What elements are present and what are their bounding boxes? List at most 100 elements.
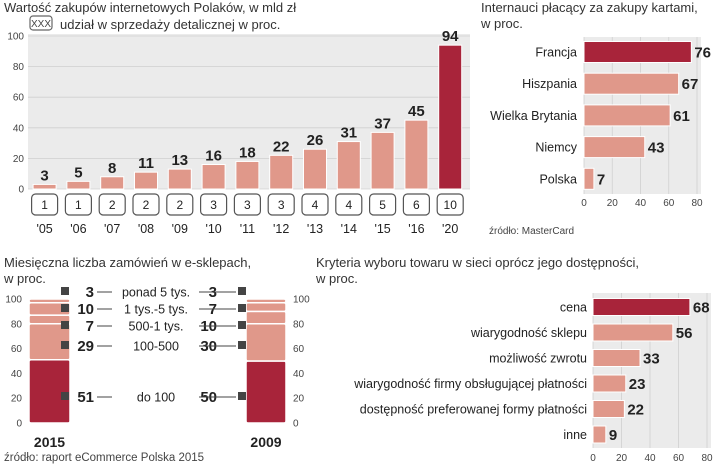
chart3-marker <box>238 392 246 400</box>
chart2-category-label: Hiszpania <box>522 77 577 91</box>
chart1-share-label: 2 <box>143 198 150 212</box>
chart1-share-box <box>301 193 329 216</box>
chart2-bar <box>583 136 646 159</box>
chart1-x-tick: '10 <box>205 222 221 236</box>
chart4-category-label: wiarygodność firmy obsługującej płatnośc… <box>353 377 587 391</box>
chart3-marker <box>61 392 69 400</box>
chart1-value-label: 13 <box>171 152 188 169</box>
chart1-legend-box-label: XXX <box>31 19 51 30</box>
chart1-y-tick: 100 <box>7 32 24 43</box>
chart2-x-tick: 80 <box>691 198 703 209</box>
chart3-y-tick: 20 <box>11 394 23 405</box>
chart3-y-tick: 20 <box>293 394 305 405</box>
chart1-share-box <box>436 193 464 216</box>
chart1-x-tick: '11 <box>240 222 255 236</box>
chart4-bar <box>592 374 627 393</box>
chart3-segment <box>245 301 287 313</box>
chart-monthly-orders: Miesięczna liczba zamówień w e-sklepach,… <box>3 255 310 464</box>
chart1-y-tick: 40 <box>13 123 25 134</box>
chart4-x-tick: 20 <box>616 453 628 464</box>
chart1-share-box <box>402 193 430 216</box>
chart1-value-label: 18 <box>239 144 256 161</box>
chart3-y-tick: 100 <box>5 295 22 306</box>
chart3-segment <box>28 359 71 424</box>
chart1-share-label: 6 <box>413 198 420 212</box>
chart1-y-tick: 80 <box>13 62 25 73</box>
chart3-segment <box>28 298 71 304</box>
chart1-share-box <box>132 193 160 216</box>
chart3-title-line1: Miesięczna liczba zamówień w e-sklepach, <box>4 255 251 270</box>
chart2-x-tick: 60 <box>663 198 675 209</box>
chart1-share-label: 2 <box>109 198 116 212</box>
chart1-legend-text: udział w sprzedaży detalicznej w proc. <box>60 17 280 32</box>
chart2-value-label: 76 <box>694 45 711 62</box>
chart3-value-left: 7 <box>86 318 94 335</box>
chart-card-payments: Internauci płacący za zakupy kartami, w … <box>480 0 711 237</box>
chart3-y-tick: 0 <box>293 419 299 430</box>
chart1-share-label: 3 <box>244 198 251 212</box>
chart1-x-tick: '15 <box>374 222 390 236</box>
chart1-share-label: 1 <box>41 198 48 212</box>
chart3-y-tick: 0 <box>16 419 22 430</box>
chart3-value-left: 51 <box>77 389 94 406</box>
chart1-share-label: 4 <box>312 198 319 212</box>
chart4-bar <box>592 400 625 418</box>
chart1-legend-box <box>29 15 53 31</box>
chart4-category-label: dostępność preferowanej formy płatności <box>360 403 587 417</box>
chart4-value-label: 56 <box>676 325 693 342</box>
chart1-bar <box>167 168 192 190</box>
chart2-title-line1: Internauci płacący za zakupy kartami, <box>481 0 698 15</box>
chart1-x-tick: '12 <box>273 222 289 236</box>
chart3-segment-label: 500-1 tys. <box>129 320 184 334</box>
chart1-bar <box>336 141 361 190</box>
chart2-title-line2: w proc. <box>480 16 523 31</box>
chart3-segment-label: 1 tys.-5 tys. <box>124 303 188 317</box>
chart1-bar <box>201 164 226 190</box>
chart1-share-label: 4 <box>345 198 352 212</box>
chart1-value-label: 26 <box>307 132 324 149</box>
chart1-x-tick: '20 <box>442 222 458 236</box>
chart-online-purchases: Wartość zakupów internetowych Polaków, w… <box>4 0 470 236</box>
chart2-category-label: Wielka Brytania <box>490 109 577 123</box>
chart1-share-label: 3 <box>210 198 217 212</box>
chart3-segment-label: 100-500 <box>133 340 179 354</box>
chart1-x-tick: '16 <box>408 222 424 236</box>
chart4-value-label: 68 <box>693 300 710 317</box>
chart2-category-label: Polska <box>539 172 577 186</box>
chart3-marker <box>238 341 246 349</box>
chart3-value-left: 10 <box>77 301 94 318</box>
chart1-share-box <box>267 193 295 216</box>
chart1-share-box <box>166 193 194 216</box>
chart3-marker <box>238 321 246 329</box>
chart4-plot-area <box>593 293 711 448</box>
chart3-segment <box>245 310 287 325</box>
chart1-share-box <box>64 193 93 216</box>
chart1-value-label: 22 <box>273 138 290 155</box>
chart3-y-tick: 80 <box>11 319 23 330</box>
chart3-year-label: 2015 <box>34 434 65 450</box>
chart2-value-label: 43 <box>648 140 665 157</box>
chart1-title: Wartość zakupów internetowych Polaków, w… <box>4 0 296 15</box>
chart4-bar <box>592 323 674 342</box>
chart4-title-line1: Kryteria wyboru towaru w sieci oprócz je… <box>316 255 639 270</box>
chart3-segment <box>245 298 287 304</box>
chart1-share-box <box>31 193 59 216</box>
chart2-x-tick: 20 <box>607 198 619 209</box>
chart1-share-label: 1 <box>75 198 82 212</box>
chart4-value-label: 33 <box>643 351 660 368</box>
chart4-x-tick: 40 <box>644 453 656 464</box>
chart3-segment <box>245 360 287 424</box>
chart3-marker <box>61 287 69 295</box>
chart1-value-label: 16 <box>205 148 222 165</box>
chart1-y-tick: 60 <box>13 93 25 104</box>
chart3-source: źródło: raport eCommerce Polska 2015 <box>4 452 204 464</box>
chart2-value-label: 7 <box>597 171 605 188</box>
chart1-share-box <box>233 193 261 216</box>
chart3-y-tick: 60 <box>293 344 305 355</box>
chart3-marker <box>61 304 69 312</box>
chart1-value-label: 11 <box>138 155 154 172</box>
chart1-bar <box>235 160 260 190</box>
chart2-source: źródło: MasterCard <box>489 226 574 237</box>
chart4-x-tick: 0 <box>590 453 596 464</box>
